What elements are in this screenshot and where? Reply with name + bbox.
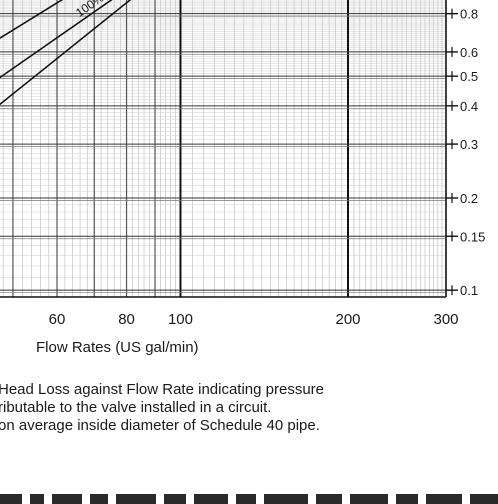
y-tick-label: 0.8 [460,7,478,22]
y-tick-label: 0.2 [460,191,478,206]
x-tick-label: 60 [49,311,66,328]
x-axis-label: Flow Rates (US gal/min) [36,339,199,356]
caption-line-3: on average inside diameter of Schedule 4… [0,417,320,434]
caption-line-1: Head Loss against Flow Rate indicating p… [0,381,325,398]
y-tick-label: 0.15 [460,229,485,244]
y-tick-label: 0.3 [460,137,478,152]
series-line-1 [0,0,64,39]
x-tick-label: 300 [433,311,458,328]
y-tick-label: 0.5 [460,69,478,84]
x-tick-label: 80 [118,311,135,328]
y-tick-label: 0.4 [460,99,478,114]
x-tick-label: 100 [168,311,193,328]
y-tick-label: 0.1 [460,283,478,298]
caption-line-2: ributable to the valve installed in a ci… [0,399,272,416]
series-line-2 [0,0,113,79]
x-tick-label: 200 [335,311,360,328]
cropped-heading-fragment [0,482,498,504]
series-line-3 [0,0,132,106]
y-tick-label: 0.6 [460,45,478,60]
figure-caption: Head Loss against Flow Rate indicating p… [0,381,324,435]
